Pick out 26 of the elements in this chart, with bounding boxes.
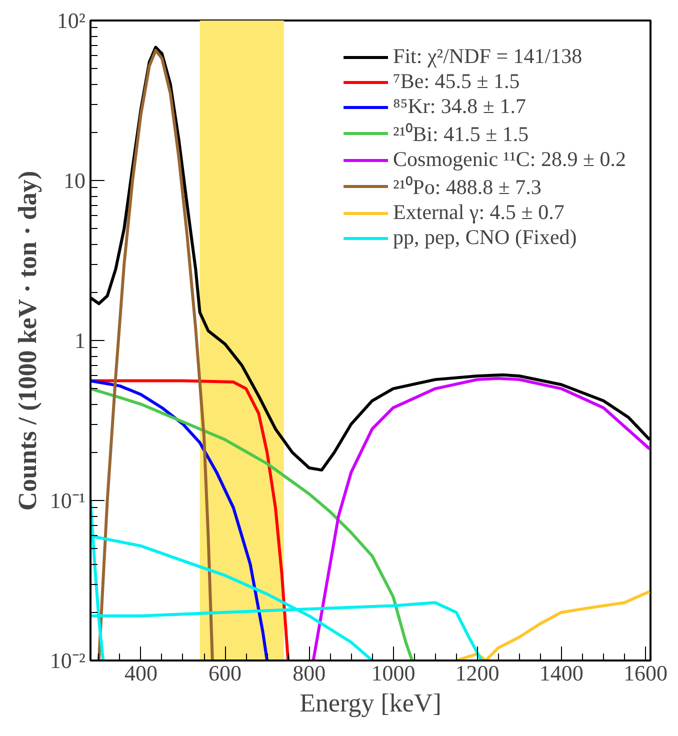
legend-label: ²¹⁰Bi: 41.5 ± 1.5 <box>393 121 529 147</box>
line-series <box>454 590 650 660</box>
y-tick-label: 10² <box>56 8 86 33</box>
y-tick-label: 10 <box>64 168 86 193</box>
x-tick-label: 600 <box>208 660 242 686</box>
legend-label: pp, pep, CNO (Fixed) <box>393 225 577 250</box>
line-series <box>90 387 414 660</box>
x-tick-label: 400 <box>124 660 158 686</box>
y-tick-label: 1 <box>74 328 86 353</box>
legend-label: ⁸⁵Kr: 34.8 ± 1.7 <box>393 94 526 119</box>
line-series <box>97 48 214 660</box>
x-tick-label: 1000 <box>371 660 416 686</box>
legend-label: Cosmogenic ¹¹C: 28.9 ± 0.2 <box>393 147 626 172</box>
legend-label: ²¹⁰Po: 488.8 ± 7.3 <box>393 174 542 200</box>
legend-label: Fit: χ²/NDF = 141/138 <box>393 44 582 69</box>
line-series <box>312 376 650 660</box>
x-tick-label: 800 <box>292 660 326 686</box>
x-tick-label: 1600 <box>623 660 668 686</box>
y-tick-label: 10⁻² <box>50 648 86 673</box>
y-axis-title: Counts / (1000 keV · ton · day) <box>12 170 42 511</box>
legend-label: External γ: 4.5 ± 0.7 <box>393 200 564 225</box>
x-tick-label: 1400 <box>539 660 584 686</box>
y-tick-label: 10⁻¹ <box>50 488 86 513</box>
legend-label: ⁷Be: 45.5 ± 1.5 <box>393 69 520 94</box>
x-axis-title: Energy [keV] <box>300 688 442 718</box>
x-tick-label: 1200 <box>455 660 500 686</box>
